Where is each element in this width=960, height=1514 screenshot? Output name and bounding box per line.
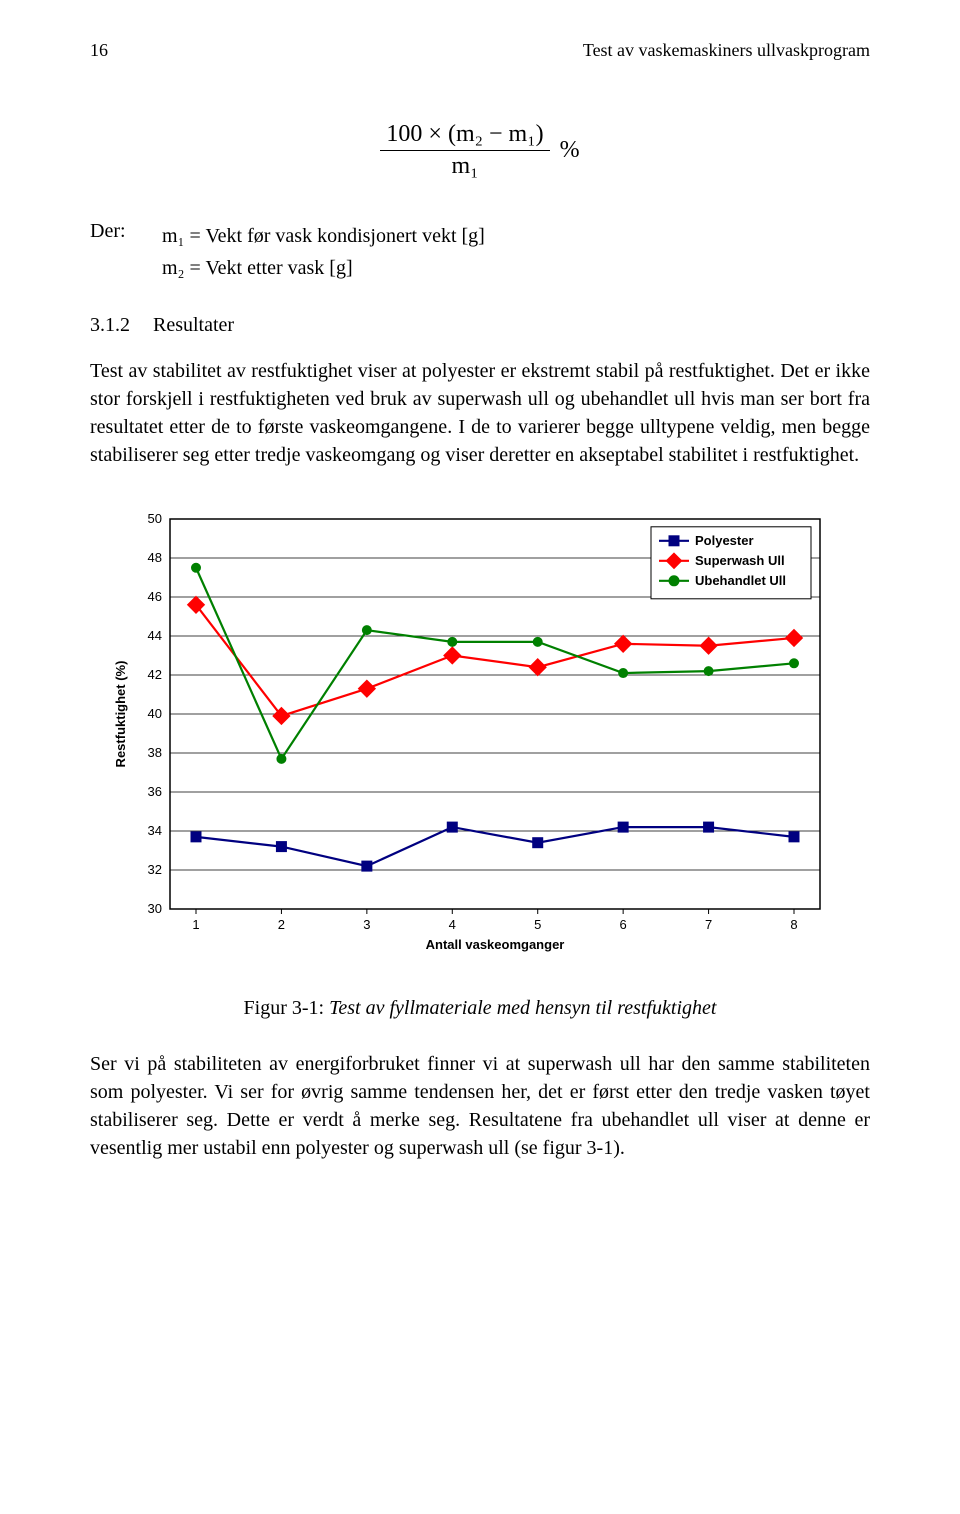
svg-text:46: 46 <box>148 589 162 604</box>
svg-text:Ubehandlet Ull: Ubehandlet Ull <box>695 573 786 588</box>
formula: 100 × (m₂ − m₁) m₁ % <box>90 121 870 180</box>
def-line-2: m₂ = Vekt etter vask [g] <box>162 252 485 284</box>
svg-text:Superwash Ull: Superwash Ull <box>695 553 785 568</box>
svg-text:40: 40 <box>148 706 162 721</box>
def-line-1: m₁ = Vekt før vask kondisjonert vekt [g] <box>162 220 485 252</box>
svg-text:8: 8 <box>790 917 797 932</box>
svg-text:4: 4 <box>449 917 456 932</box>
svg-text:3: 3 <box>363 917 370 932</box>
svg-text:44: 44 <box>148 628 162 643</box>
svg-text:48: 48 <box>148 550 162 565</box>
formula-num-pre: 100 × <box>386 121 442 147</box>
chart-svg: 303234363840424446485012345678Antall vas… <box>100 499 860 979</box>
page-number: 16 <box>90 40 108 61</box>
formula-unit: % <box>556 137 580 164</box>
running-title: Test av vaskemaskiners ullvaskprogram <box>583 40 870 61</box>
section-title: Resultater <box>153 314 234 336</box>
paragraph-2: Ser vi på stabiliteten av energiforbruke… <box>90 1050 870 1162</box>
variable-definitions: Der: m₁ = Vekt før vask kondisjonert vek… <box>90 220 870 284</box>
figure-caption: Figur 3-1: Test av fyllmateriale med hen… <box>90 997 870 1020</box>
svg-text:Polyester: Polyester <box>695 533 754 548</box>
running-header: 16 Test av vaskemaskiners ullvaskprogram <box>90 40 870 61</box>
svg-text:32: 32 <box>148 862 162 877</box>
formula-num-paren: (m₂ − m₁) <box>448 121 544 147</box>
svg-text:2: 2 <box>278 917 285 932</box>
formula-den: m₁ <box>380 151 549 180</box>
paragraph-1: Test av stabilitet av restfuktighet vise… <box>90 357 870 469</box>
svg-text:6: 6 <box>620 917 627 932</box>
svg-text:42: 42 <box>148 667 162 682</box>
caption-rest: Test av fyllmateriale med hensyn til res… <box>324 997 716 1019</box>
svg-text:7: 7 <box>705 917 712 932</box>
svg-text:34: 34 <box>148 823 162 838</box>
section-heading: 3.1.2 Resultater <box>90 314 870 337</box>
svg-text:5: 5 <box>534 917 541 932</box>
svg-text:Antall vaskeomganger: Antall vaskeomganger <box>426 937 565 952</box>
svg-text:30: 30 <box>148 901 162 916</box>
svg-text:1: 1 <box>192 917 199 932</box>
svg-text:50: 50 <box>148 511 162 526</box>
svg-text:36: 36 <box>148 784 162 799</box>
caption-lead: Figur 3-1: <box>244 997 325 1019</box>
section-number: 3.1.2 <box>90 314 130 336</box>
svg-text:38: 38 <box>148 745 162 760</box>
svg-text:Restfuktighet (%): Restfuktighet (%) <box>113 661 128 768</box>
def-label: Der: <box>90 220 138 284</box>
restfuktighet-chart: 303234363840424446485012345678Antall vas… <box>90 499 870 979</box>
